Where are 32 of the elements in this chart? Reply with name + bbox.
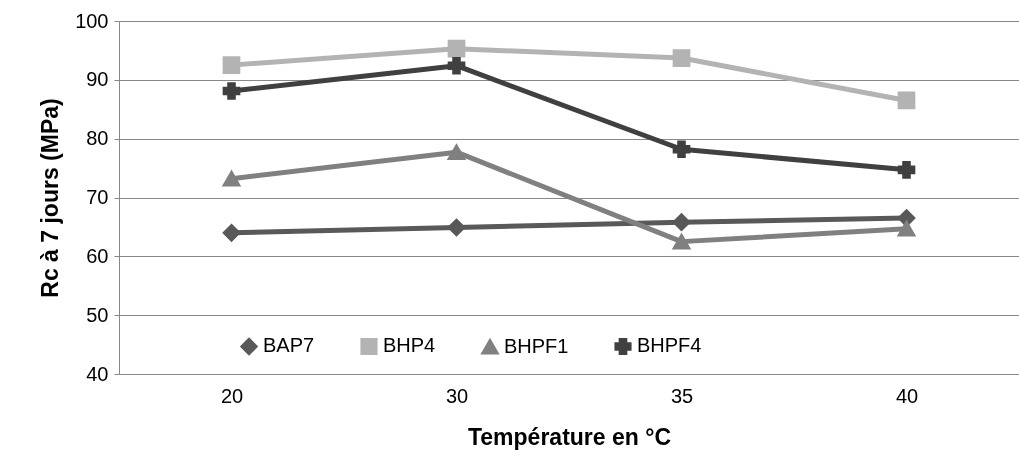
x-tick-label: 20 (220, 384, 244, 407)
point (222, 56, 241, 74)
point (222, 82, 241, 100)
point (672, 49, 691, 67)
x-tick-label: 40 (895, 384, 919, 407)
point (447, 39, 466, 58)
point (447, 56, 466, 75)
y-tick-label: 90 (86, 68, 109, 91)
point (447, 144, 466, 161)
point (897, 220, 916, 237)
legend-label: BHPF1 (504, 334, 569, 357)
y-tick-label: 40 (86, 362, 109, 385)
point (222, 223, 241, 242)
x-tick-label: 35 (670, 384, 694, 407)
y-tick-label: 50 (86, 303, 109, 326)
x-axis-title: Température en °C (467, 423, 672, 450)
y-tick-label: 80 (86, 127, 109, 150)
point (897, 161, 916, 179)
point (897, 91, 916, 110)
legend-label: BHP4 (383, 334, 436, 357)
legend-label: BAP7 (263, 334, 315, 357)
point (672, 140, 691, 159)
x-tick-label: 30 (445, 384, 469, 407)
legend-label: BHPF4 (637, 334, 702, 357)
point (672, 233, 691, 250)
y-tick-label: 70 (86, 186, 109, 208)
y-tick-label: 60 (86, 244, 109, 267)
point (447, 218, 466, 237)
y-axis-title: Rc à 7 jours (MPa) (37, 98, 64, 298)
y-tick-label: 100 (75, 9, 109, 32)
point (222, 170, 241, 187)
point (672, 213, 691, 232)
